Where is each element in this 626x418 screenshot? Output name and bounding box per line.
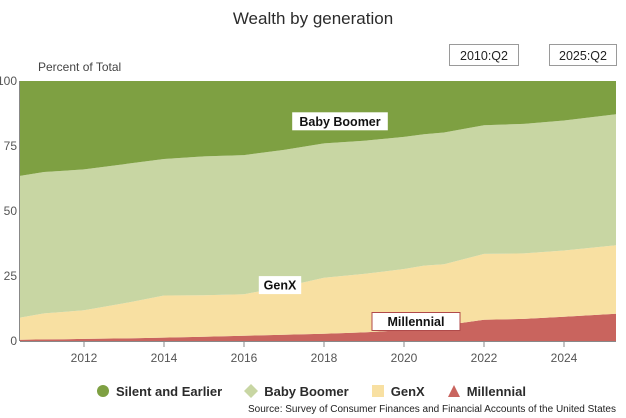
legend-label-genx: GenX — [390, 383, 425, 399]
triangle-icon — [447, 385, 460, 397]
range-end-input[interactable]: 2025:Q2 — [549, 44, 617, 66]
x-tick-label: 2020 — [391, 351, 418, 365]
annotation-box — [371, 312, 461, 331]
y-tick-label: 75 — [4, 139, 18, 153]
annotation-genx: GenX — [258, 276, 302, 295]
y-tick-label: 0 — [10, 334, 17, 348]
y-axis-label: Percent of Total — [38, 60, 121, 74]
annotation-label: Baby Boomer — [299, 115, 380, 129]
legend-item-boomer[interactable]: Baby Boomer — [244, 384, 349, 399]
legend-label-silent: Silent and Earlier — [116, 383, 223, 399]
legend-item-millennial[interactable]: Millennial — [447, 384, 526, 399]
chart-title: Wealth by generation — [232, 9, 394, 28]
area-millennial — [20, 313, 616, 341]
x-tick-label: 2018 — [311, 351, 338, 365]
annotation-millennial: Millennial — [371, 312, 461, 331]
y-tick-label: 50 — [4, 204, 18, 218]
annotation-box — [258, 276, 302, 295]
annotation-boomer: Baby Boomer — [292, 112, 388, 131]
circle-icon — [97, 385, 109, 397]
x-tick-label: 2022 — [471, 351, 498, 365]
x-tick-label: 2024 — [551, 351, 578, 365]
annotation-label: Millennial — [388, 315, 445, 329]
diamond-icon — [244, 384, 259, 398]
legend-item-silent[interactable]: Silent and Earlier — [96, 384, 222, 399]
legend: Silent and Earlier Baby Boomer GenX Mill… — [96, 380, 556, 402]
y-tick-label: 25 — [4, 269, 18, 283]
square-icon — [371, 385, 384, 397]
x-tick-label: 2016 — [231, 351, 258, 365]
annotation-box — [292, 112, 388, 131]
x-tick-label: 2014 — [151, 351, 178, 365]
range-start-input[interactable]: 2010:Q2 — [449, 44, 519, 66]
legend-label-millennial: Millennial — [466, 383, 526, 399]
x-tick-label: 2012 — [71, 351, 98, 365]
area-boomer — [20, 114, 616, 318]
y-tick-label: 100 — [0, 74, 17, 88]
legend-item-genx[interactable]: GenX — [371, 384, 425, 399]
source-note: Source: Survey of Consumer Finances and … — [248, 404, 616, 415]
annotation-label: GenX — [264, 279, 297, 293]
legend-label-boomer: Baby Boomer — [264, 383, 349, 399]
area-genx — [20, 245, 616, 340]
